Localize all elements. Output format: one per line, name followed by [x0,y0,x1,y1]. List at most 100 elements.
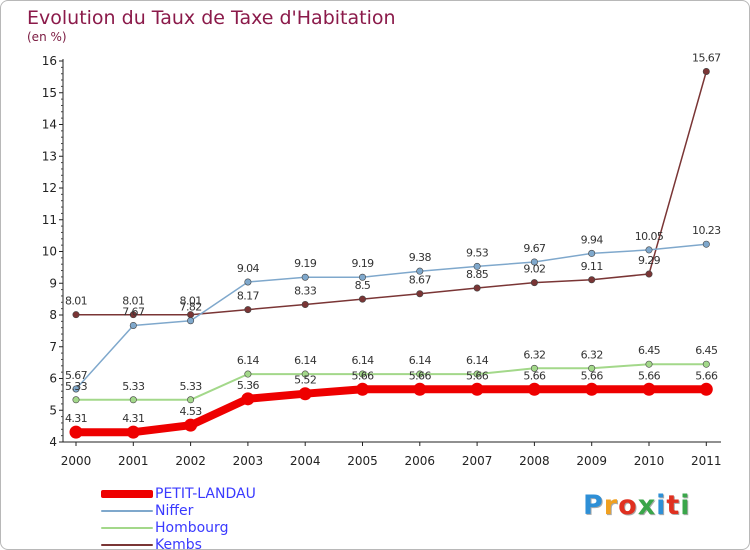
data-label: 9.94 [581,233,604,246]
y-tick-label: 16 [42,54,57,68]
data-label: 8.33 [294,285,317,298]
data-label: 5.67 [65,369,88,382]
data-point [470,382,484,396]
data-label: 9.02 [523,263,545,276]
data-label: 6.32 [581,348,603,361]
data-point [129,311,137,319]
data-point [126,425,140,439]
data-label: 9.04 [237,262,260,275]
data-point [184,418,198,432]
legend-swatch [101,527,153,529]
data-point [588,364,596,372]
data-point [72,311,80,319]
y-tick-label: 4 [49,435,57,449]
data-point [244,278,252,286]
data-label: 8.67 [409,274,432,287]
data-label: 6.14 [237,354,260,367]
data-label: 5.66 [409,369,432,382]
data-point [645,246,653,254]
data-label: 5.66 [638,369,661,382]
data-point [301,370,309,378]
data-point [645,270,653,278]
series-line-niffer [75,243,707,390]
data-point [702,360,710,368]
data-point [187,396,195,404]
data-label: 5.66 [581,369,604,382]
data-label: 9.29 [638,254,661,267]
data-label: 5.52 [294,374,316,387]
x-tick-label: 2001 [118,454,149,468]
data-label: 5.33 [122,380,145,393]
data-label: 5.66 [351,369,374,382]
legend-label: Niffer [155,503,194,519]
data-point [241,392,255,406]
data-label: 10.23 [692,224,721,237]
data-point [301,273,309,281]
data-label: 4.53 [180,405,203,418]
data-label: 4.31 [65,412,87,425]
data-point [473,262,481,270]
legend-swatch [101,544,153,546]
legend-label: PETIT-LANDAU [155,486,256,502]
y-tick-label: 9 [49,276,57,290]
data-point [588,249,596,257]
data-point [702,67,710,75]
series-line-kembs [76,71,708,316]
data-label: 5.66 [466,369,489,382]
legend-label: Hombourg [155,520,229,536]
data-point [588,276,596,284]
data-label: 8.01 [180,295,202,308]
chart-title: Evolution du Taux de Taxe d'Habitation [27,7,396,29]
y-tick-label: 8 [49,308,57,322]
data-point [530,364,538,372]
data-label: 9.67 [523,242,546,255]
data-point [699,382,713,396]
data-point [69,425,83,439]
data-point [473,370,481,378]
data-label: 5.33 [65,380,88,393]
data-label: 6.14 [409,354,432,367]
series-line-petit-landau [76,385,707,437]
y-tick-label: 15 [42,86,57,100]
data-point [642,382,656,396]
y-tick-label: 5 [49,403,57,417]
data-label: 8.5 [355,279,371,292]
x-tick-label: 2005 [347,454,378,468]
data-label: 6.32 [523,348,545,361]
data-point [585,382,599,396]
data-label: 10.05 [635,230,664,243]
data-label: 6.45 [695,344,718,357]
data-point [129,321,137,329]
data-label: 8.85 [466,268,489,281]
legend-swatch [101,490,153,498]
x-tick-label: 2003 [233,454,264,468]
data-point [72,396,80,404]
data-point [244,370,252,378]
data-label: 6.14 [466,354,489,367]
y-tick-label: 11 [42,213,57,227]
data-label: 5.36 [237,379,260,392]
y-tick-label: 12 [42,181,57,195]
data-label: 8.17 [237,290,260,303]
data-label: 5.66 [523,369,546,382]
data-label: 9.19 [351,257,374,270]
x-tick-label: 2004 [290,454,321,468]
x-tick-label: 2006 [405,454,436,468]
data-point [356,382,369,396]
proxiti-logo: Proxiti [583,490,691,521]
y-tick-label: 7 [49,340,57,354]
data-label: 9.11 [581,260,603,273]
data-label: 5.66 [695,369,718,382]
x-tick-label: 2000 [61,454,92,468]
data-label: 8.01 [122,295,144,308]
x-tick-label: 2002 [175,454,206,468]
data-point [358,370,366,378]
data-label: 6.14 [294,354,317,367]
data-point [301,301,309,309]
legend-label: Kembs [155,537,202,550]
chart-subtitle: (en %) [27,30,67,44]
data-point [358,295,366,303]
x-tick-label: 2010 [634,454,665,468]
data-point [413,382,427,396]
